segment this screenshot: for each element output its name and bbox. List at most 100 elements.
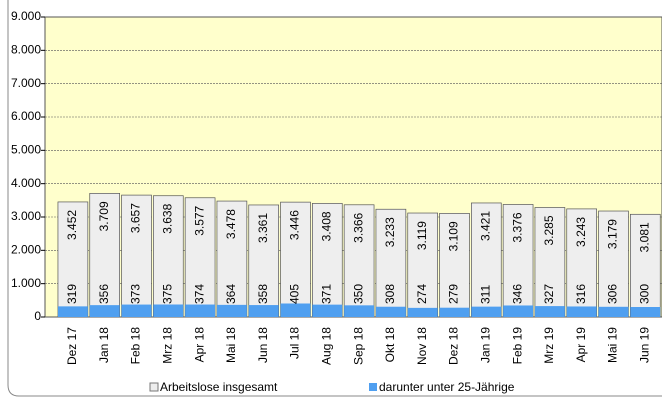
value-label: 371 — [319, 284, 333, 304]
value-label: 3.478 — [224, 209, 238, 239]
x-tick-label: Jan 18 — [97, 327, 111, 363]
frame — [7, 0, 662, 397]
legend-swatch — [149, 382, 159, 392]
value-label: 3.233 — [383, 217, 397, 247]
legend-label: Arbeitslose insgesamt — [160, 380, 278, 394]
value-label: 364 — [224, 284, 238, 304]
y-tick-label: 8.000 — [11, 43, 41, 57]
value-label: 3.376 — [510, 212, 524, 242]
x-tick-label: Mrz 19 — [542, 327, 556, 364]
value-label: 316 — [574, 284, 588, 304]
bar — [502, 204, 534, 318]
value-label: 3.285 — [542, 215, 556, 245]
bar — [184, 197, 216, 318]
bar — [375, 306, 406, 317]
x-tick-label: Jul 18 — [288, 327, 302, 359]
value-label: 356 — [97, 284, 111, 304]
bar — [471, 306, 502, 317]
value-label: 327 — [542, 284, 556, 304]
x-tick-label: Sep 18 — [351, 327, 365, 365]
x-tick-label: Jan 19 — [478, 327, 492, 363]
bar — [344, 305, 375, 317]
value-label: 306 — [606, 284, 620, 304]
bar — [121, 304, 152, 317]
value-label: 3.179 — [606, 219, 620, 249]
value-label: 3.366 — [351, 212, 365, 242]
bar — [439, 213, 470, 318]
value-label: 3.408 — [319, 211, 333, 241]
x-tick-label: Mai 19 — [606, 327, 620, 363]
bar — [343, 204, 375, 318]
bar — [566, 208, 597, 318]
value-label: 300 — [637, 284, 651, 304]
bar — [407, 307, 438, 317]
value-label: 346 — [510, 284, 524, 304]
value-label: 274 — [415, 284, 429, 304]
legend-label: darunter unter 25-Jährige — [379, 380, 515, 394]
value-label: 373 — [129, 284, 143, 304]
value-label: 3.638 — [160, 203, 174, 233]
value-label: 311 — [478, 285, 492, 304]
bar — [57, 306, 88, 317]
x-tick-label: Apr 19 — [574, 327, 588, 363]
value-label: 405 — [288, 284, 302, 304]
value-label: 3.081 — [637, 222, 651, 252]
value-label: 3.109 — [447, 221, 461, 251]
bar — [407, 212, 438, 318]
value-label: 358 — [256, 284, 270, 304]
y-tick-label: 2.000 — [11, 243, 41, 257]
x-tick-label: Feb 19 — [510, 327, 524, 365]
y-tick-label: 3.000 — [11, 209, 41, 223]
bar — [598, 210, 629, 318]
bar — [216, 304, 247, 317]
value-label: 374 — [192, 284, 206, 304]
y-tick-label: 7.000 — [11, 76, 41, 90]
y-tick-label: 1.000 — [11, 276, 41, 290]
y-tick-label: 5.000 — [11, 143, 41, 157]
bar — [312, 203, 343, 318]
x-tick-label: Feb 18 — [129, 327, 143, 365]
value-label: 3.119 — [415, 221, 429, 250]
bar — [566, 306, 597, 317]
bar — [121, 194, 152, 318]
x-tick-label: Okt 18 — [383, 327, 397, 363]
value-label: 3.243 — [574, 217, 588, 247]
bar — [534, 306, 565, 317]
bar — [216, 200, 248, 318]
bar — [598, 306, 629, 317]
bar — [630, 213, 661, 318]
value-label: 3.446 — [288, 210, 302, 240]
bar — [375, 208, 407, 318]
bar — [89, 305, 120, 317]
x-tick-label: Nov 18 — [415, 327, 429, 365]
x-tick-label: Apr 18 — [192, 327, 206, 363]
value-label: 3.421 — [478, 211, 492, 241]
x-tick-label: Mai 18 — [224, 327, 238, 363]
bar — [57, 201, 89, 318]
value-label: 3.452 — [65, 210, 79, 240]
bar — [312, 304, 343, 317]
bar — [153, 304, 184, 317]
value-label: 279 — [447, 284, 461, 304]
x-tick-label: Dez 18 — [447, 327, 461, 365]
value-label: 375 — [160, 284, 174, 304]
x-tick-label: Dez 17 — [65, 327, 79, 365]
x-tick-label: Jun 18 — [256, 327, 270, 363]
bar — [630, 307, 661, 317]
bar — [185, 304, 216, 317]
legend-swatch — [369, 383, 377, 391]
bar — [439, 307, 470, 317]
value-label: 319 — [65, 284, 79, 304]
value-label: 350 — [351, 284, 365, 304]
x-tick-label: Jun 19 — [637, 327, 651, 363]
bar — [534, 207, 566, 318]
x-tick-label: Mrz 18 — [160, 327, 174, 364]
bar — [248, 204, 279, 318]
value-label: 3.361 — [256, 213, 270, 243]
x-tick-label: Aug 18 — [319, 327, 333, 365]
y-tick-label: 4.000 — [11, 176, 41, 190]
y-tick-label: 0 — [34, 309, 41, 323]
bar — [503, 305, 534, 317]
value-label: 308 — [383, 284, 397, 304]
